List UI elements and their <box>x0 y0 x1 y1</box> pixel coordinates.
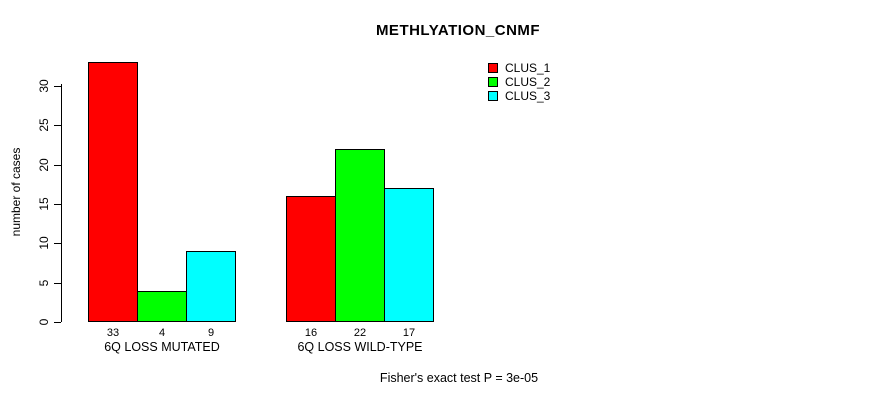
bar-clus_3-group2 <box>384 188 434 322</box>
legend-swatch-icon-clus_1 <box>488 63 498 73</box>
caption-fishers-test: Fisher's exact test P = 3e-05 <box>379 371 539 385</box>
legend-label-clus_1: CLUS_1 <box>505 61 551 75</box>
y-tick-mark-30 <box>54 85 61 87</box>
bar-value-label-clus_1-group2: 16 <box>304 327 318 339</box>
legend-label-clus_3: CLUS_3 <box>505 89 551 103</box>
bar-clus_1-group1 <box>88 62 138 322</box>
y-tick-label-5: 5 <box>37 279 51 286</box>
y-tick-mark-25 <box>54 125 61 127</box>
y-axis-label: number of cases <box>9 147 23 237</box>
y-tick-mark-5 <box>54 282 61 284</box>
bar-value-label-clus_2-group2: 22 <box>353 327 367 339</box>
legend-item-clus_3: CLUS_3 <box>488 89 550 103</box>
group-label-1: 6Q LOSS MUTATED <box>104 340 220 354</box>
y-tick-mark-10 <box>54 243 61 245</box>
bar-value-label-clus_2-group1: 4 <box>158 327 166 339</box>
group-label-2: 6Q LOSS WILD-TYPE <box>297 340 423 354</box>
legend-swatch-icon-clus_2 <box>488 77 498 87</box>
legend: CLUS_1 CLUS_2 CLUS_3 <box>488 61 550 103</box>
y-tick-label-15: 15 <box>37 197 51 211</box>
bar-clus_3-group1 <box>186 251 236 322</box>
bar-clus_2-group2 <box>335 148 385 322</box>
bar-value-label-clus_3-group1: 9 <box>207 327 215 339</box>
chart-title: METHLYATION_CNMF <box>375 22 541 39</box>
legend-swatch-icon-clus_3 <box>488 91 498 101</box>
legend-item-clus_2: CLUS_2 <box>488 75 550 89</box>
y-axis-line <box>61 84 62 322</box>
y-tick-label-20: 20 <box>37 157 51 172</box>
y-tick-mark-15 <box>54 203 61 205</box>
bar-clus_1-group2 <box>286 196 336 322</box>
bar-clus_2-group1 <box>137 290 187 322</box>
y-tick-label-25: 25 <box>37 118 51 133</box>
legend-label-clus_2: CLUS_2 <box>505 75 551 89</box>
bar-value-label-clus_1-group1: 33 <box>106 327 120 339</box>
y-tick-mark-0 <box>54 322 61 323</box>
y-tick-mark-20 <box>54 164 61 166</box>
y-tick-label-0: 0 <box>37 318 51 326</box>
y-tick-label-30: 30 <box>37 79 51 93</box>
bar-value-label-clus_3-group2: 17 <box>402 327 416 339</box>
y-tick-label-10: 10 <box>37 236 51 251</box>
legend-item-clus_1: CLUS_1 <box>488 61 550 75</box>
